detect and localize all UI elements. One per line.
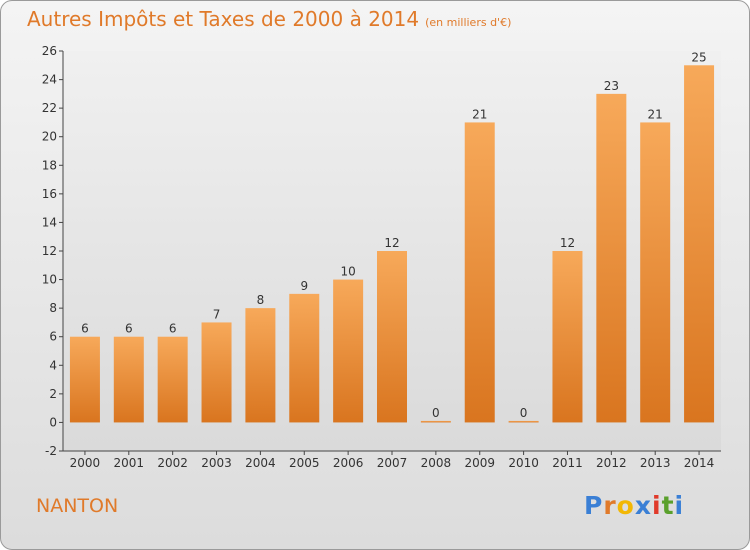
chart-title: Autres Impôts et Taxes de 2000 à 2014 (en… [27,7,511,31]
bar [684,65,715,423]
logo-letter: i [652,491,662,520]
bar [157,336,188,423]
x-tick-label: 2007 [377,456,408,470]
x-tick-label: 2001 [114,456,145,470]
y-tick-label: 10 [42,273,57,287]
bar-value-label: 0 [520,406,528,420]
bar [640,122,671,423]
bar-value-label: 21 [648,107,663,121]
bar [113,336,144,423]
bar [420,420,451,423]
commune-name: NANTON [36,495,119,517]
y-tick-label: 20 [42,130,57,144]
bar-value-label: 0 [432,406,440,420]
x-tick-label: 2013 [640,456,671,470]
x-tick-label: 2002 [157,456,188,470]
bar [245,308,276,423]
bar-value-label: 23 [604,79,619,93]
y-tick-label: 24 [42,73,57,87]
bar-value-label: 7 [213,307,221,321]
x-tick-label: 2014 [684,456,715,470]
axes [59,50,721,455]
value-labels: 6 6 6 7 8 9 10 12 0 21 0 12 23 21 25 [81,50,707,420]
bar-value-label: 21 [472,107,487,121]
bar-value-label: 6 [169,322,177,336]
bar-value-label: 10 [340,265,355,279]
y-tick-label: 2 [49,387,57,401]
bar-value-label: 6 [125,322,133,336]
bar [464,122,495,423]
y-tick-label: 18 [42,158,57,172]
y-tick-label: 12 [42,244,57,258]
logo-letter: r [603,491,617,520]
y-tick-label: 4 [49,358,57,372]
y-tick-label: 26 [42,44,57,58]
bar [289,293,320,423]
bar-value-label: 9 [300,279,308,293]
bar [596,93,627,423]
y-tick-label: -2 [45,444,57,458]
x-tick-label: 2004 [245,456,276,470]
x-tick-label: 2008 [421,456,452,470]
bar [508,420,539,423]
x-tick-label: 2012 [596,456,627,470]
chart-title-text: Autres Impôts et Taxes de 2000 à 2014 [27,7,420,31]
bar [333,279,364,423]
y-tick-label: 22 [42,101,57,115]
bar-value-label: 12 [384,236,399,250]
y-tick-label: 16 [42,187,57,201]
x-tick-label: 2005 [289,456,320,470]
logo-letter: x [634,491,652,520]
logo-letter: P [584,491,604,520]
bar-value-label: 6 [81,322,89,336]
x-tick-labels: 2000 2001 2002 2003 2004 2005 2006 2007 2008 2009… [70,456,715,470]
bar-value-label: 8 [257,293,265,307]
x-tick-label: 2011 [552,456,583,470]
bar-value-label: 25 [691,50,706,64]
y-tick-label: 6 [49,330,57,344]
bars [69,65,715,423]
y-tick-label: 8 [49,301,57,315]
proxiti-logo: Proxiti [584,491,684,520]
bar [201,322,232,423]
bar [69,336,100,423]
x-tick-label: 2006 [333,456,364,470]
bar [552,251,583,423]
x-tick-label: 2010 [508,456,539,470]
x-tick-label: 2000 [70,456,101,470]
x-tick-label: 2009 [464,456,495,470]
logo-letter: t [661,491,675,520]
x-tick-label: 2003 [201,456,232,470]
bar [377,251,407,423]
bar-value-label: 12 [560,236,575,250]
logo-letter: i [674,491,685,520]
logo-letter: o [616,491,635,520]
chart-subtitle: (en milliers d'€) [425,16,512,29]
y-tick-label: 14 [42,215,57,229]
y-tick-label: 0 [49,415,57,429]
